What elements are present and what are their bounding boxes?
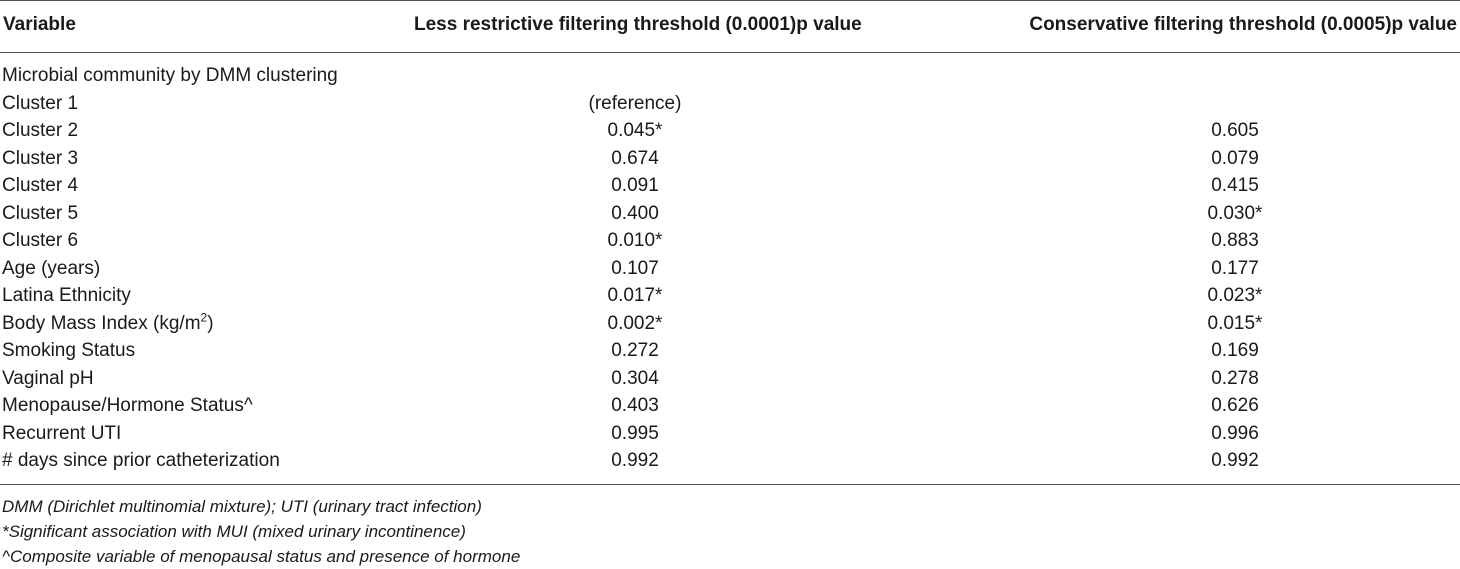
row-variable-superscript: 2 <box>200 310 208 325</box>
table-header-rule <box>0 52 1460 53</box>
table-row: Menopause/Hormone Status^ 0.403 0.626 <box>0 392 1460 420</box>
table-row: Vaginal pH 0.304 0.278 <box>0 365 1460 393</box>
row-variable: Cluster 3 <box>2 147 79 169</box>
footnote-composite: ^Composite variable of menopausal status… <box>2 547 521 566</box>
row-cons-value: 0.278 <box>1211 367 1259 389</box>
table-header-row: Variable Less restrictive filtering thre… <box>0 0 1460 52</box>
row-cons-value: 0.415 <box>1211 175 1259 196</box>
row-less-value: 0.674 <box>611 147 659 169</box>
footnote-significance: *Significant association with MUI (mixed… <box>2 522 466 541</box>
row-variable-suffix: ) <box>207 312 214 334</box>
table-row: # days since prior catheterization 0.992… <box>0 447 1460 475</box>
section-label: Microbial community by DMM clustering <box>2 65 338 86</box>
row-less-value: 0.091 <box>611 175 659 196</box>
row-variable-text: Body Mass Index (kg/m <box>2 312 201 334</box>
table-row: Smoking Status 0.272 0.169 <box>0 337 1460 365</box>
row-variable: Age (years) <box>2 257 101 279</box>
row-less-value: 0.045* <box>607 120 663 141</box>
table-row: Cluster 5 0.400 0.030* <box>0 200 1460 228</box>
row-cons-value: 0.023* <box>1207 285 1263 306</box>
row-variable: Cluster 5 <box>2 202 79 224</box>
row-cons-value: 0.996 <box>1211 422 1259 444</box>
row-variable: Latina Ethnicity <box>2 285 131 306</box>
row-variable: Body Mass Index (kg/m2) <box>2 310 214 338</box>
table-row: Cluster 6 0.010* 0.883 <box>0 227 1460 255</box>
row-less-value: 0.304 <box>611 367 659 389</box>
row-variable: Cluster 1 <box>2 92 79 114</box>
row-less-value: 0.403 <box>611 395 659 416</box>
table-row: Cluster 4 0.091 0.415 <box>0 172 1460 200</box>
row-less-value: 0.400 <box>611 202 659 224</box>
row-less-value: 0.992 <box>611 450 659 471</box>
table-row: Cluster 2 0.045* 0.605 <box>0 117 1460 145</box>
row-variable: Vaginal pH <box>2 367 94 389</box>
row-cons-value: 0.169 <box>1211 340 1259 361</box>
row-less-value: 0.017* <box>607 285 663 306</box>
row-variable: Menopause/Hormone Status^ <box>2 395 253 416</box>
header-variable: Variable <box>3 14 76 35</box>
row-less-value: 0.272 <box>611 340 659 361</box>
table-bottom-rule <box>0 484 1460 485</box>
row-variable: Cluster 6 <box>2 230 79 251</box>
footnote-abbreviations: DMM (Dirichlet multinomial mixture); UTI… <box>2 497 482 516</box>
row-cons-value: 0.177 <box>1211 257 1259 279</box>
row-variable: Smoking Status <box>2 340 136 361</box>
table-row: Latina Ethnicity 0.017* 0.023* <box>0 282 1460 310</box>
header-conservative: Conservative filtering threshold (0.0005… <box>1029 14 1457 35</box>
row-variable: Cluster 2 <box>2 120 79 141</box>
row-less-value: (reference) <box>588 92 682 114</box>
table-row: Body Mass Index (kg/m2) 0.002* 0.015* <box>0 310 1460 338</box>
row-less-value: 0.107 <box>611 257 659 279</box>
row-cons-value: 0.605 <box>1211 120 1259 141</box>
header-less-restrictive: Less restrictive filtering threshold (0.… <box>414 14 862 35</box>
row-less-value: 0.010* <box>607 230 663 251</box>
row-less-value: 0.995 <box>611 422 659 444</box>
row-cons-value: 0.030* <box>1207 202 1263 224</box>
row-cons-value: 0.079 <box>1211 147 1259 169</box>
row-less-value: 0.002* <box>607 312 663 334</box>
table-top-rule <box>0 0 1460 1</box>
table-row: Recurrent UTI 0.995 0.996 <box>0 420 1460 448</box>
row-cons-value: 0.015* <box>1207 312 1263 334</box>
section-row: Microbial community by DMM clustering <box>0 62 1460 90</box>
row-cons-value: 0.992 <box>1211 450 1259 471</box>
table-footnotes: DMM (Dirichlet multinomial mixture); UTI… <box>2 494 520 569</box>
table-row: Cluster 1 (reference) <box>0 90 1460 118</box>
row-cons-value: 0.883 <box>1211 230 1259 251</box>
row-variable: # days since prior catheterization <box>2 450 280 471</box>
row-cons-value: 0.626 <box>1211 395 1259 416</box>
row-variable: Cluster 4 <box>2 175 79 196</box>
row-variable: Recurrent UTI <box>2 422 122 444</box>
table-body: Microbial community by DMM clustering Cl… <box>0 62 1460 475</box>
table-row: Age (years) 0.107 0.177 <box>0 255 1460 283</box>
table-row: Cluster 3 0.674 0.079 <box>0 145 1460 173</box>
